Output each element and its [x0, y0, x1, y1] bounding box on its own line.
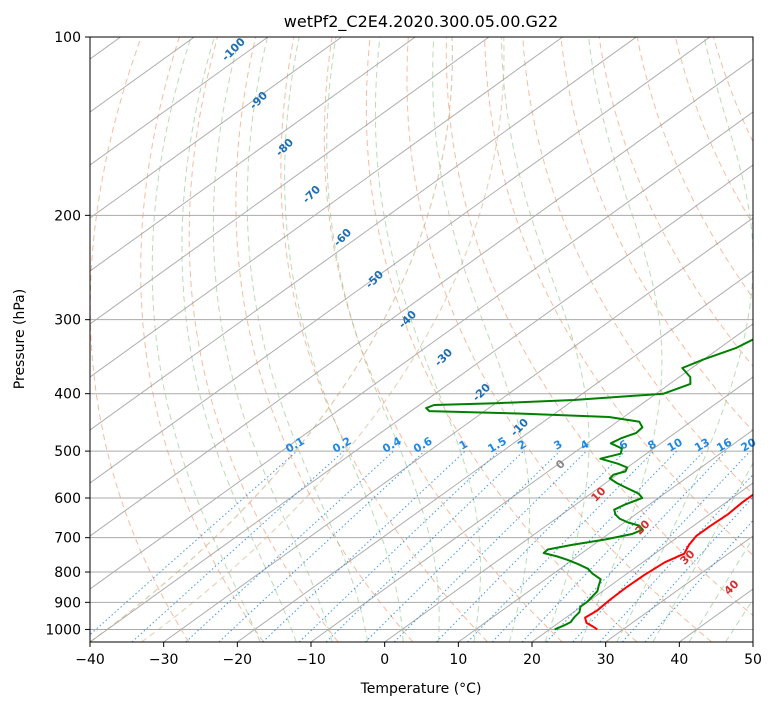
isotherm-line [90, 37, 563, 378]
isotherm-line [384, 376, 753, 642]
isotherm-line [163, 217, 753, 642]
curved-reference-line [90, 37, 454, 642]
isotherm-line [90, 37, 637, 431]
x-tick-label: −10 [296, 652, 326, 668]
isotherm-line [605, 535, 753, 642]
isotherm-line [310, 323, 753, 642]
y-tick-label: 200 [54, 208, 81, 224]
mixing-ratio-line [393, 450, 587, 642]
isotherm-line [90, 37, 711, 484]
temperature-profile-line [584, 493, 753, 631]
isotherm-line [90, 58, 753, 537]
isotherm-line [90, 37, 416, 272]
y-tick-label: 500 [54, 444, 81, 460]
moist-adiabat-line [326, 37, 440, 642]
moist-adiabat-line [284, 37, 404, 642]
dry-adiabat-line [674, 37, 753, 226]
x-tick-label: 10 [449, 652, 467, 668]
dry-adiabat-line [560, 37, 753, 432]
y-tick-label: 400 [54, 387, 81, 403]
y-axis-label: Pressure (hPa) [12, 289, 28, 389]
x-tick-label: −30 [149, 652, 179, 668]
dewpoint-profile-line [425, 338, 753, 631]
mixing-ratio-line [572, 450, 751, 642]
mixing-ratio-line [325, 450, 525, 642]
x-tick-label: 0 [380, 652, 389, 668]
y-tick-label: 100 [54, 30, 81, 46]
x-axis-label: Temperature (°C) [360, 681, 482, 697]
plot-data [425, 338, 753, 631]
dry-adiabat-line [140, 37, 264, 642]
plot-frame [89, 36, 754, 643]
dry-adiabat-line [713, 37, 753, 143]
chart-title: wetPf2_C2E4.2020.300.05.00.G22 [284, 12, 558, 32]
dry-adiabat-line [406, 37, 713, 642]
isotherm-line [531, 482, 753, 642]
x-tick-label: −20 [223, 652, 253, 668]
y-tick-label: 800 [54, 565, 81, 581]
moist-adiabat-line [432, 37, 531, 642]
moist-adiabat-line [181, 37, 297, 642]
x-tick-label: 20 [523, 652, 541, 668]
dry-adiabat-line [323, 37, 563, 642]
mixing-ratio-line [131, 450, 345, 642]
mixing-ratio-line [491, 450, 677, 642]
isotherm-line [90, 37, 342, 219]
dry-adiabat-line [365, 37, 638, 642]
y-tick-label: 700 [54, 531, 81, 547]
mixing-ratio-line [599, 473, 753, 642]
dry-adiabat-line [188, 37, 339, 642]
mixing-ratio-line [185, 450, 395, 642]
curved-reference-line [141, 37, 505, 642]
dry-adiabat-line [90, 37, 190, 642]
x-tick-label: −40 [75, 652, 105, 668]
moist-adiabat-line [374, 37, 481, 642]
isotherm-line [90, 111, 753, 590]
isotherm-line [237, 270, 753, 642]
mixing-ratio-line [622, 496, 753, 642]
y-tick-label: 600 [54, 491, 81, 507]
dry-adiabat-line [445, 37, 753, 616]
mixing-ratio-line [436, 450, 626, 642]
isotherm-line [90, 37, 269, 166]
x-tick-label: 30 [597, 652, 615, 668]
y-tick-label: 900 [54, 595, 81, 611]
y-tick-label: 1000 [45, 622, 81, 638]
moist-adiabat-line [500, 37, 590, 642]
x-tick-label: 50 [744, 652, 762, 668]
axes: −40 −30 −20 −10 0 10 20 30 40 50 100 200 300 400 500 60… [45, 30, 762, 668]
moist-adiabat-line [580, 37, 663, 642]
y-tick-label: 300 [54, 313, 81, 329]
moist-adiabat-line [246, 37, 369, 642]
moist-adiabat-line [212, 37, 333, 642]
plot-grid [90, 37, 753, 642]
dry-adiabat-line [484, 37, 753, 556]
x-tick-label: 40 [670, 652, 688, 668]
mixing-ratio-line [364, 450, 561, 642]
isotherm-line [90, 37, 490, 325]
isotherm-line [90, 164, 753, 642]
